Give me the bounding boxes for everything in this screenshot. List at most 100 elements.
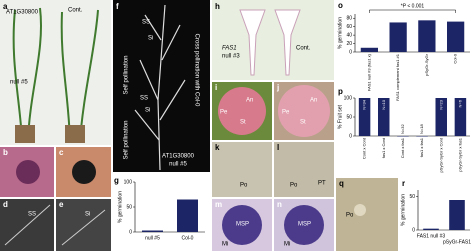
label: null #3 (222, 54, 240, 60)
n-label: N=32 (400, 124, 405, 134)
x-tick-label: fas1 x Cont (381, 137, 386, 158)
label: St (300, 120, 306, 126)
n-label: N=34 (362, 99, 367, 109)
bar (397, 136, 409, 137)
label: Cont. (296, 46, 311, 52)
x-tick-label: Col-0 (182, 235, 194, 241)
label: Pe (282, 110, 290, 116)
n-label: N=10 (381, 99, 386, 109)
panel-letter: e (59, 200, 64, 209)
panel-letter: k (215, 143, 220, 152)
y-tick-label: 100 (124, 179, 133, 185)
label: Po (290, 183, 298, 189)
y-tick-label: 0 (412, 227, 415, 233)
panel-letter: f (116, 2, 119, 11)
bar (360, 47, 378, 52)
x-tick-label: FAS1 null #3 (417, 233, 446, 239)
label: Si (148, 36, 153, 42)
y-tick-label: 50 (346, 114, 352, 120)
panel-letter: o (338, 1, 343, 10)
bar (389, 22, 407, 52)
x-tick-label: Col-0 (453, 53, 458, 63)
label: An (310, 98, 317, 104)
bar (378, 98, 390, 136)
pollen (354, 204, 366, 216)
flower (278, 85, 330, 137)
bar (447, 21, 465, 52)
x-tick-label: FAS1 null #3 (fas1 x) (366, 53, 371, 91)
y-tick-label: 80 (346, 16, 352, 22)
x-tick-label: fas1 x fas1 (419, 137, 424, 157)
label: SS (140, 96, 148, 102)
panel-letter: g (114, 176, 119, 185)
panel-letter: b (3, 148, 8, 157)
y-axis-label: % germination (337, 17, 343, 49)
x-tick-label: null #5 (145, 235, 160, 241)
x-tick-label: Cont x fas1 (400, 137, 405, 158)
plant (12, 7, 99, 141)
bar (454, 98, 467, 136)
bar (177, 199, 198, 232)
x-tick-label: FAS1 complement fas1 #1 (395, 53, 400, 101)
label: Si (145, 108, 150, 114)
photo-h (212, 0, 334, 80)
section (16, 160, 40, 184)
label: AT1G30800 (162, 154, 195, 160)
panel-letter: h (215, 2, 220, 11)
bar (416, 136, 428, 137)
label: null #5 (169, 162, 187, 168)
panel-letter: q (339, 179, 344, 188)
label: SS (142, 20, 150, 26)
photo-a (0, 0, 111, 145)
y-axis-label: % germination (117, 191, 123, 223)
label: Pe (220, 110, 228, 116)
pot (65, 125, 85, 143)
annotation: *P < 0.001 (401, 3, 425, 9)
panel-letter: c (59, 148, 64, 157)
y-axis-label: % germination (400, 194, 406, 226)
ovule (284, 205, 324, 245)
y-tick-label: 0 (129, 229, 132, 235)
label: Mi (284, 242, 290, 248)
label: Si (85, 212, 90, 218)
panel-letter: j (276, 83, 279, 92)
inflorescence (134, 4, 186, 171)
label: MSP (236, 222, 249, 228)
pot (15, 125, 35, 143)
label: FAS1 (222, 46, 237, 52)
panel-letter: l (277, 143, 279, 152)
bar (358, 98, 371, 136)
y-tick-label: 100 (344, 95, 353, 101)
label: Po (240, 183, 248, 189)
photo-f (113, 0, 210, 172)
label: Mi (222, 242, 228, 248)
bar (435, 98, 447, 136)
section (72, 160, 96, 184)
y-tick-label: 60 (346, 24, 352, 30)
photo-l (274, 142, 334, 197)
label: An (246, 98, 253, 104)
label: Cross pollination with Col-0 (193, 34, 199, 107)
panel-letter: a (3, 2, 8, 11)
flower (239, 9, 301, 76)
y-tick-label: 0 (349, 133, 352, 139)
y-tick-label: 50 (409, 194, 415, 200)
ovule (222, 205, 262, 245)
label: Self pollination (124, 55, 130, 94)
bar (418, 20, 436, 52)
x-tick-label: pSyGr-SyGr (424, 53, 429, 75)
panel-letter: r (402, 179, 405, 188)
n-label: N=6 (457, 99, 462, 107)
x-tick-label: pSyGr-SyGr x Cont (438, 137, 443, 172)
panel-letter: d (3, 200, 8, 209)
n-label: N=18 (419, 124, 424, 134)
y-axis-label: % Fruit set (337, 104, 343, 129)
n-label: N=23 (438, 99, 443, 109)
label: SS (28, 212, 36, 218)
flower (218, 87, 266, 135)
bar (423, 228, 439, 230)
y-tick-label: 40 (346, 32, 352, 38)
silique (4, 204, 106, 246)
panel-letter: i (215, 83, 217, 92)
